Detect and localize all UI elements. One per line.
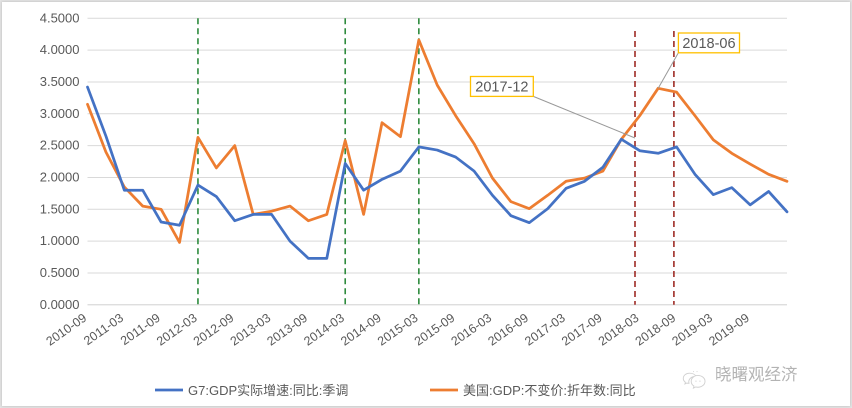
svg-text:2012-09: 2012-09 — [191, 311, 237, 349]
svg-text:3.5000: 3.5000 — [40, 74, 80, 89]
svg-text:4.0000: 4.0000 — [40, 42, 80, 57]
svg-text:2018-06: 2018-06 — [682, 36, 735, 52]
svg-text:2016-03: 2016-03 — [449, 311, 495, 349]
svg-text:美国:GDP:不变价:折年数:同比: 美国:GDP:不变价:折年数:同比 — [463, 383, 636, 398]
svg-text:4.5000: 4.5000 — [40, 10, 80, 25]
svg-text:2019-03: 2019-03 — [669, 311, 715, 349]
svg-text:2017-03: 2017-03 — [522, 311, 568, 349]
svg-text:2015-09: 2015-09 — [412, 311, 458, 349]
svg-text:晓曙观经济: 晓曙观经济 — [715, 365, 798, 384]
svg-text:2017-09: 2017-09 — [559, 311, 605, 349]
svg-text:2014-03: 2014-03 — [301, 311, 347, 349]
svg-text:2018-03: 2018-03 — [596, 311, 642, 349]
svg-text:2018-09: 2018-09 — [633, 311, 679, 349]
svg-text:2013-03: 2013-03 — [228, 311, 274, 349]
svg-text:3.0000: 3.0000 — [40, 106, 80, 121]
svg-text:G7:GDP实际增速:同比:季调: G7:GDP实际增速:同比:季调 — [188, 383, 348, 398]
svg-text:0.5000: 0.5000 — [40, 265, 80, 280]
svg-text:2013-09: 2013-09 — [265, 311, 311, 349]
svg-text:2.0000: 2.0000 — [40, 169, 80, 184]
svg-text:2014-09: 2014-09 — [338, 311, 384, 349]
svg-text:2019-09: 2019-09 — [706, 311, 752, 349]
svg-text:1.0000: 1.0000 — [40, 233, 80, 248]
svg-text:2011-09: 2011-09 — [118, 311, 163, 348]
svg-text:1.5000: 1.5000 — [40, 201, 80, 216]
svg-text:2010-09: 2010-09 — [44, 311, 90, 349]
svg-text:2011-03: 2011-03 — [81, 311, 126, 348]
svg-text:2015-03: 2015-03 — [375, 311, 421, 349]
svg-text:2017-12: 2017-12 — [475, 79, 528, 95]
svg-text:2016-09: 2016-09 — [485, 311, 531, 349]
svg-text:2.5000: 2.5000 — [40, 138, 80, 153]
svg-text:0.0000: 0.0000 — [40, 297, 80, 312]
svg-text:2012-03: 2012-03 — [154, 311, 200, 349]
